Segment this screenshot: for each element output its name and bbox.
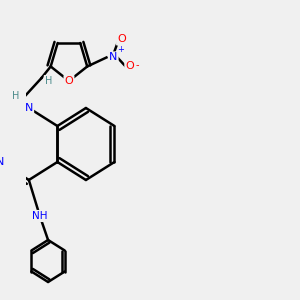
Text: H: H (45, 76, 52, 86)
Text: +: + (117, 46, 124, 55)
Text: N: N (0, 157, 4, 167)
Text: O: O (64, 76, 73, 86)
Text: H: H (12, 91, 19, 101)
Text: NH: NH (32, 211, 48, 221)
Text: -: - (135, 60, 139, 70)
Text: O: O (125, 61, 134, 71)
Text: N: N (109, 52, 118, 62)
Text: O: O (117, 34, 126, 44)
Text: N: N (25, 103, 33, 113)
